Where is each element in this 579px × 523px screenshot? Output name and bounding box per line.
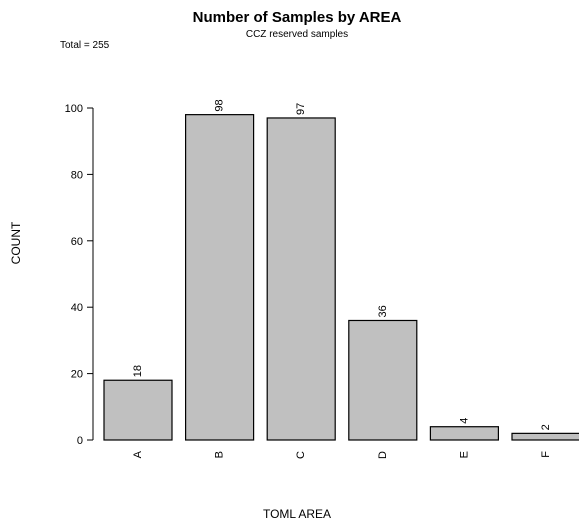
chart-subtitle: CCZ reserved samples xyxy=(246,29,348,40)
y-tick-label: 40 xyxy=(71,302,83,314)
bar-E xyxy=(429,426,499,441)
x-tick-label-A: A xyxy=(132,450,144,458)
bars-group: 18 98 97 36 4 2 xyxy=(103,99,579,441)
x-tick-labels: A B C D E F xyxy=(132,450,552,459)
bar-D xyxy=(348,319,418,441)
y-tick-label: 20 xyxy=(71,369,83,381)
x-tick-label-D: D xyxy=(377,451,389,459)
data-label-D: 36 xyxy=(377,305,389,317)
bar-C xyxy=(266,117,336,441)
y-tick-label: 0 xyxy=(77,435,83,447)
y-axis: 0 20 40 60 80 100 xyxy=(65,103,94,447)
data-label-B: 98 xyxy=(214,99,226,111)
bar-A xyxy=(103,379,173,441)
y-axis-label: COUNT xyxy=(9,221,23,264)
chart-title: Number of Samples by AREA xyxy=(193,9,402,26)
bar-F xyxy=(511,432,579,441)
bar-B xyxy=(185,114,255,441)
y-tick-label: 100 xyxy=(65,103,83,115)
y-tick-label: 60 xyxy=(71,236,83,248)
x-tick-label-C: C xyxy=(295,451,307,459)
data-label-A: 18 xyxy=(132,365,144,377)
x-tick-label-E: E xyxy=(458,451,470,458)
x-tick-label-B: B xyxy=(214,451,226,458)
total-annotation: Total = 255 xyxy=(60,40,110,51)
y-tick-label: 80 xyxy=(71,169,83,181)
data-label-E: 4 xyxy=(458,418,470,424)
x-tick-label-F: F xyxy=(540,451,552,458)
data-label-F: 2 xyxy=(540,424,552,430)
x-axis-label: TOML AREA xyxy=(263,507,331,521)
data-label-C: 97 xyxy=(295,103,307,115)
